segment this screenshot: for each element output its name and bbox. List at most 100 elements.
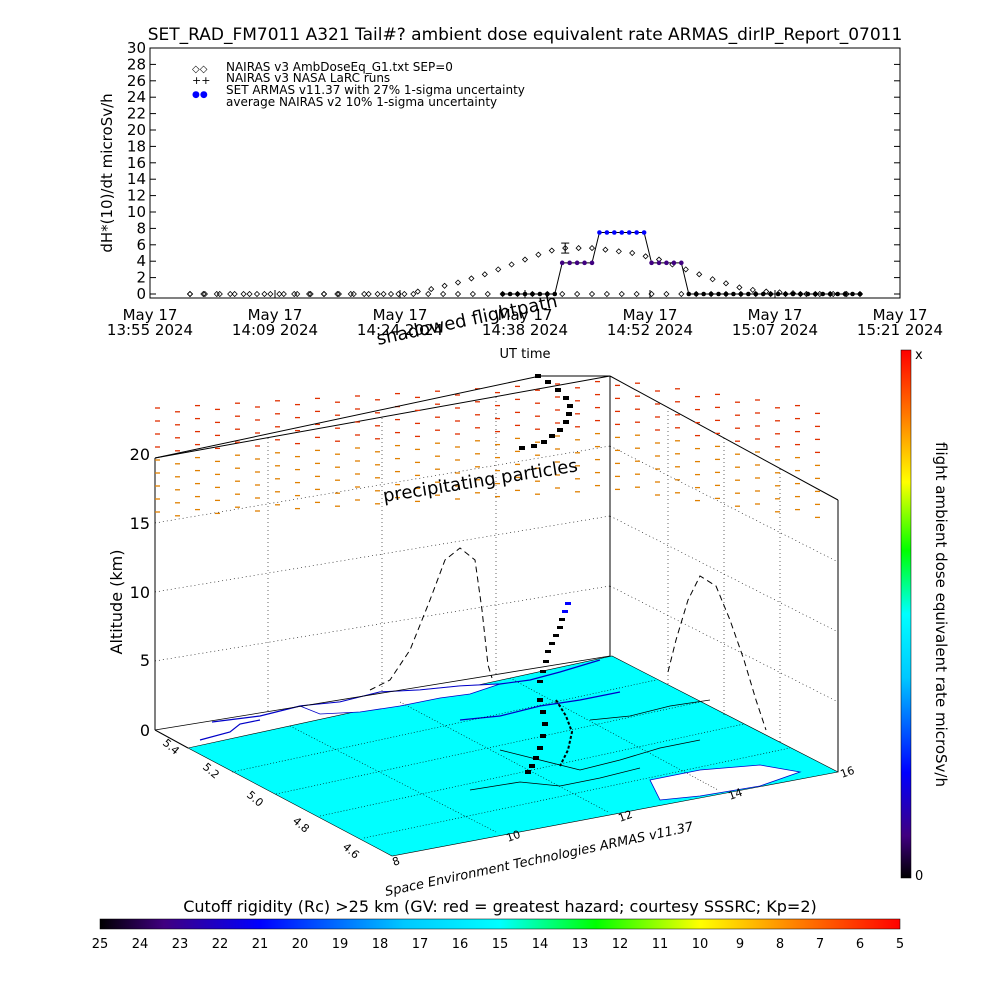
main-title: SET_RAD_FM7011 A321 Tail#? ambient dose … — [148, 25, 903, 45]
y-tick-label-4: 8 — [136, 219, 146, 237]
rigidity-ticks: 25 24 23 22 21 20 19 18 17 16 15 14 13 12 11 10 9 8 7 6 5 — [92, 937, 904, 952]
precipitating-particles — [155, 380, 820, 519]
nairas-point-30 — [588, 245, 596, 252]
armas-point-27 — [701, 291, 706, 297]
wall-grid-r-15 — [609, 445, 839, 563]
armas-point-23 — [671, 260, 677, 266]
nairas-point-3 — [227, 290, 234, 298]
shadow-path-point-0 — [535, 374, 541, 378]
legend-symbol-0: ◇◇ — [192, 64, 208, 75]
y-tick-label-10: 20 — [127, 121, 146, 139]
y-tick-label-11: 22 — [127, 105, 146, 123]
baseline-point-16 — [425, 290, 432, 298]
shadow-profile-right-wall — [667, 575, 767, 731]
nairas-point-12 — [347, 290, 354, 298]
rigidity-colorbar: Cutoff rigidity (Rc) >25 km (GV: red = g… — [92, 897, 904, 952]
shadow-path-point-2 — [555, 388, 561, 392]
rigidity-tick-5: 20 — [292, 937, 309, 952]
map-floor — [187, 655, 839, 857]
rigidity-tick-8: 17 — [412, 937, 429, 952]
dose-colorbar-bar — [900, 349, 912, 879]
rigidity-tick-13: 12 — [612, 937, 629, 952]
legend-label-0: NAIRAS v3 AmbDoseEq_G1.txt SEP=0 — [226, 60, 453, 74]
armas-point-22 — [664, 260, 669, 266]
x-tick-label-top-1: May 17 — [248, 306, 303, 324]
armas-point-37 — [775, 291, 781, 297]
floor-grid-line-7 — [509, 677, 719, 791]
y-tick-label-15: 30 — [127, 39, 146, 57]
rigidity-title: Cutoff rigidity (Rc) >25 km (GV: red = g… — [183, 897, 817, 916]
baseline-point-8 — [306, 290, 313, 298]
floor-grid-line-4 — [363, 747, 791, 839]
rigidity-tick-10: 15 — [492, 937, 509, 952]
armas-point-41 — [805, 291, 811, 297]
nairas-point-0 — [186, 290, 194, 298]
armas-point-32 — [738, 291, 744, 297]
armas-point-21 — [656, 260, 662, 266]
y-tick-label-8: 16 — [127, 154, 146, 172]
climb-path-point-7 — [543, 660, 549, 663]
ground-track-point-4 — [537, 746, 543, 750]
dose-colorbar-top-label: x — [915, 348, 923, 363]
armas-point-43 — [820, 291, 826, 297]
box-bottom-back-edge — [154, 655, 611, 731]
nairas-point-7 — [280, 290, 287, 298]
shadow-path-point-9 — [541, 440, 547, 444]
shadow-path-point-1 — [545, 380, 551, 384]
baseline-point-3 — [231, 290, 238, 298]
x-tick-label-top-5: May 17 — [748, 306, 803, 324]
climb-path-point-0 — [565, 602, 571, 605]
shadow-profile-back-wall — [369, 547, 493, 691]
armas-point-9 — [567, 260, 572, 266]
x-tick-label-top-2: May 17 — [373, 306, 428, 324]
baseline-point-25 — [559, 290, 566, 298]
rigidity-tick-6: 19 — [332, 937, 349, 952]
y-tick-label-13: 26 — [127, 72, 146, 90]
nairas-point-31 — [602, 246, 609, 253]
lat-tick-0: 5.4 — [160, 736, 182, 757]
climb-path-point-1 — [562, 610, 568, 613]
y-tick-label-5: 10 — [127, 203, 146, 221]
rigidity-tick-20: 5 — [896, 937, 904, 952]
nairas-point-38 — [696, 271, 703, 278]
box-bottom-left-edge — [154, 729, 189, 749]
land-north — [299, 683, 501, 715]
ground-track-point-3 — [540, 734, 546, 738]
y-tick-label-9: 18 — [127, 137, 146, 155]
shadow-path-point-10 — [531, 444, 537, 448]
baseline-point-27 — [588, 290, 596, 298]
wall-grid-alt-15 — [154, 445, 611, 524]
armas-point-3 — [522, 291, 528, 297]
nairas-point-42 — [749, 286, 756, 293]
climb-path-point-2 — [559, 618, 565, 621]
altitude-tick-10: 10 — [130, 583, 150, 602]
border-2 — [469, 767, 641, 791]
armas-point-35 — [760, 291, 766, 297]
lon-tick-4: 16 — [839, 764, 857, 781]
armas-point-15 — [612, 230, 617, 235]
nairas-point-26 — [535, 251, 542, 258]
armas-point-44 — [827, 291, 833, 297]
floor-grid-line-3 — [319, 723, 745, 817]
longitude-axis: 8 10 12 14 16 — [391, 764, 857, 869]
climb-path-point-4 — [553, 634, 559, 637]
armas-point-38 — [783, 291, 788, 297]
legend: ◇◇ NAIRAS v3 AmbDoseEq_G1.txt SEP=0 ++ N… — [192, 60, 525, 109]
baseline-point-1 — [201, 290, 208, 298]
armas-point-48 — [857, 291, 863, 297]
nairas-point-4 — [240, 290, 247, 298]
nairas-point-16 — [401, 290, 408, 298]
flight-path — [519, 374, 574, 774]
3d-box-front — [154, 375, 610, 459]
nairas-point-21 — [468, 275, 475, 282]
x-tick-label-bottom-2: 14:24 2024 — [357, 321, 443, 339]
armas-point-40 — [798, 291, 803, 297]
armas-point-24 — [679, 260, 684, 266]
armas-point-2 — [515, 291, 520, 297]
x-axis-label: UT time — [500, 347, 551, 362]
nairas-point-14 — [374, 290, 381, 298]
climb-path-point-9 — [537, 680, 543, 683]
armas-point-18 — [634, 230, 639, 235]
precipitating-particles-label: precipitating particles — [381, 455, 579, 507]
rigidity-tick-1: 24 — [132, 937, 149, 952]
